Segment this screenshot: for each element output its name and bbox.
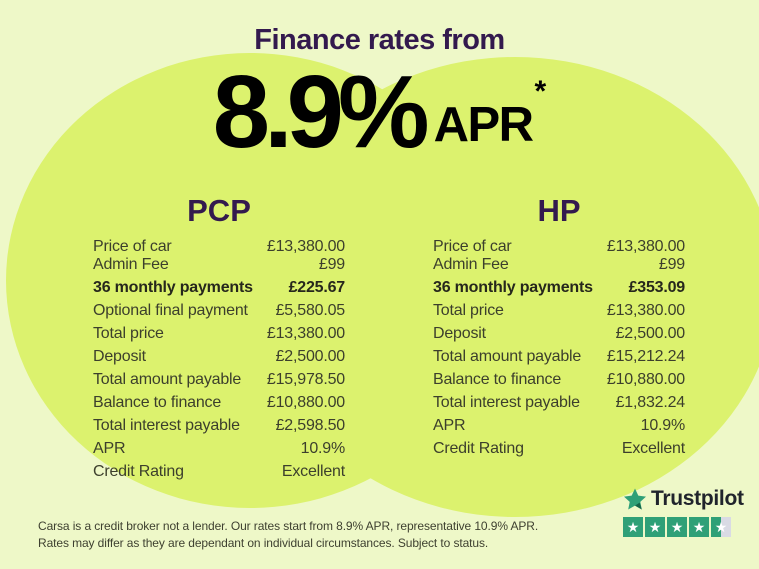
row-label: Admin Fee [93, 256, 169, 273]
row-label: Credit Rating [93, 463, 184, 480]
row-value: £15,978.50 [266, 371, 345, 388]
row-value: £5,580.05 [275, 302, 346, 319]
row-value: £2,598.50 [275, 417, 346, 434]
finance-row: Total interest payable £2,598.50 [93, 417, 345, 435]
finance-row: Deposit £2,500.00 [93, 348, 345, 366]
row-value: £2,500.00 [615, 325, 686, 342]
background-circle-right [255, 57, 759, 517]
finance-row: Optional final payment £5,580.05 [93, 302, 345, 320]
row-label: 36 monthly payments [433, 279, 593, 296]
hp-table: Price of car £13,380.00 Admin Fee £99 36 mon… [433, 238, 685, 458]
row-value: £2,500.00 [275, 348, 346, 365]
row-label: Balance to finance [433, 371, 562, 388]
finance-row: Total price £13,380.00 [433, 302, 685, 320]
star-icon: ★ [692, 519, 706, 535]
star-icon: ★ [648, 519, 662, 535]
hp-title: HP [537, 193, 581, 228]
finance-row: Price of car £13,380.00 [433, 238, 685, 256]
row-value: £225.67 [288, 279, 346, 296]
rating-star-box: ★ [623, 517, 643, 537]
row-value: Excellent [621, 440, 685, 457]
rating-star-box: ★ [667, 517, 687, 537]
row-label: Total price [433, 302, 504, 319]
finance-row: Total amount payable £15,212.24 [433, 348, 685, 366]
trustpilot-brand: Trustpilot [651, 487, 744, 510]
pcp-table: Price of car £13,380.00 Admin Fee £99 36 mon… [93, 238, 345, 481]
disclaimer: Carsa is a credit broker not a lender. O… [38, 518, 598, 552]
row-label: APR [93, 440, 126, 457]
star-icon: ★ [626, 519, 640, 535]
finance-row: Total price £13,380.00 [93, 325, 345, 343]
rating-star-box: ★ [689, 517, 709, 537]
finance-row: Credit Rating Excellent [93, 463, 345, 481]
pcp-title: PCP [187, 193, 251, 228]
row-label: Deposit [93, 348, 146, 365]
row-value: £99 [318, 256, 345, 273]
row-label: Total amount payable [93, 371, 242, 388]
row-value: £99 [658, 256, 685, 273]
row-label: Price of car [433, 238, 512, 255]
rate-unit-label: APR [433, 98, 534, 152]
footnote-asterisk: * [534, 75, 547, 108]
trustpilot-rating-stars: ★ ★ ★ ★ ★ [623, 517, 744, 537]
finance-row: APR 10.9% [93, 440, 345, 458]
row-label: Total interest payable [93, 417, 240, 434]
finance-row: Total interest payable £1,832.24 [433, 394, 685, 412]
row-value: £13,380.00 [606, 302, 685, 319]
finance-row: Balance to finance £10,880.00 [433, 371, 685, 389]
row-value: £10,880.00 [266, 394, 345, 411]
row-value: £10,880.00 [606, 371, 685, 388]
row-label: Deposit [433, 325, 486, 342]
row-value: £13,380.00 [266, 325, 345, 342]
headline-eyebrow: Finance rates from [254, 24, 505, 56]
finance-row: Admin Fee £99 [93, 256, 345, 274]
finance-row: APR 10.9% [433, 417, 685, 435]
rate-value: 8.9% [212, 54, 430, 169]
row-label: Balance to finance [93, 394, 222, 411]
star-icon: ★ [670, 519, 684, 535]
star-icon: ★ [714, 519, 728, 535]
row-label: 36 monthly payments [93, 279, 253, 296]
rating-star-box: ★ [711, 517, 731, 537]
finance-row: Admin Fee £99 [433, 256, 685, 274]
disclaimer-line2: Rates may differ as they are dependant o… [38, 536, 489, 550]
finance-row: 36 monthly payments £353.09 [433, 279, 685, 297]
finance-row: Credit Rating Excellent [433, 440, 685, 458]
headline-rate: 8.9% APR * [0, 54, 759, 169]
disclaimer-line1: Carsa is a credit broker not a lender. O… [38, 519, 539, 533]
row-label: Admin Fee [433, 256, 509, 273]
row-value: Excellent [281, 463, 345, 480]
finance-row: Price of car £13,380.00 [93, 238, 345, 256]
row-label: Total interest payable [433, 394, 580, 411]
row-value: £1,832.24 [615, 394, 686, 411]
finance-row: 36 monthly payments £225.67 [93, 279, 345, 297]
row-label: Optional final payment [93, 302, 248, 319]
row-label: APR [433, 417, 466, 434]
row-value: 10.9% [640, 417, 686, 434]
row-value: £13,380.00 [606, 238, 685, 255]
finance-row: Total amount payable £15,978.50 [93, 371, 345, 389]
row-value: £15,212.24 [606, 348, 685, 365]
row-value: 10.9% [300, 440, 346, 457]
trustpilot-star-icon [624, 488, 646, 510]
finance-row: Deposit £2,500.00 [433, 325, 685, 343]
row-value: £353.09 [628, 279, 686, 296]
row-label: Credit Rating [433, 440, 524, 457]
trustpilot-badge[interactable]: Trustpilot ★ ★ ★ ★ ★ [623, 487, 744, 537]
row-label: Price of car [93, 238, 172, 255]
row-value: £13,380.00 [266, 238, 345, 255]
trustpilot-logo: Trustpilot [623, 487, 744, 511]
row-label: Total price [93, 325, 164, 342]
headline: Finance rates from [0, 0, 759, 57]
pcp-section: PCP Price of car £13,380.00 Admin Fee £99 36… [93, 193, 345, 481]
row-label: Total amount payable [433, 348, 582, 365]
hp-section: HP Price of car £13,380.00 Admin Fee £99 36 … [433, 193, 685, 458]
rating-star-box: ★ [645, 517, 665, 537]
finance-row: Balance to finance £10,880.00 [93, 394, 345, 412]
